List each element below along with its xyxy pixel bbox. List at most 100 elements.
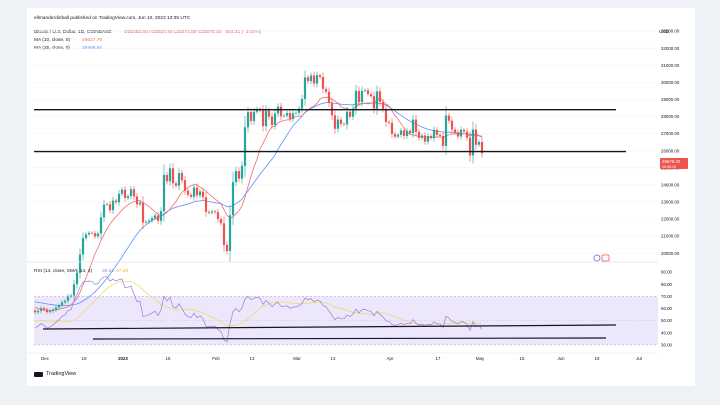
candle-body bbox=[165, 174, 169, 182]
candle-body bbox=[264, 110, 268, 127]
price-tick-label: 31000.00 bbox=[661, 63, 680, 68]
candle-body bbox=[120, 189, 124, 194]
time-tick-label: Feb bbox=[212, 356, 220, 361]
candle-body bbox=[336, 119, 340, 129]
time-tick-label: May bbox=[476, 356, 485, 361]
brand-name: TradingView bbox=[46, 371, 77, 377]
time-tick-label: 17 bbox=[436, 356, 441, 361]
candle-body bbox=[144, 221, 148, 223]
candle-body bbox=[36, 310, 40, 313]
candle-body bbox=[132, 189, 136, 197]
candle-body bbox=[228, 215, 232, 252]
candle-body bbox=[375, 91, 379, 109]
rsi-trendline-upper[interactable] bbox=[42, 324, 617, 330]
candle-body bbox=[297, 108, 301, 113]
candle-body bbox=[342, 123, 346, 125]
time-axis[interactable]: Dec 19 2023 16 Feb 13 Mar 13 Apr 17 May 15 Jun 19 Jul bbox=[27, 352, 658, 361]
rsi-tick-label: 80.00 bbox=[661, 282, 673, 287]
candle-body bbox=[474, 129, 478, 145]
candle-body bbox=[222, 223, 226, 245]
price-tick-label: 32000.00 bbox=[661, 46, 680, 51]
candle-body bbox=[393, 133, 397, 137]
candle-body bbox=[147, 220, 151, 222]
price-tick-label: 21000.00 bbox=[661, 234, 680, 239]
rsi-axis[interactable]: 90.00 80.00 70.00 60.00 50.00 40.00 30.00 bbox=[661, 270, 673, 348]
candle-body bbox=[201, 191, 205, 198]
candle-body bbox=[159, 211, 163, 221]
candle-body bbox=[75, 272, 79, 285]
price-axis[interactable]: 33000.00 32000.00 31000.00 30000.00 29000.00… bbox=[661, 29, 680, 256]
time-tick-label: 15 bbox=[520, 356, 525, 361]
candle-body bbox=[348, 111, 352, 117]
candle-body bbox=[102, 204, 106, 218]
chart-canvas[interactable]: ellmanderdinball published on TradingVie… bbox=[27, 8, 695, 386]
price-tick-label: 27000.00 bbox=[661, 131, 680, 136]
candle-body bbox=[444, 115, 448, 146]
candle-body bbox=[249, 112, 253, 122]
candle-body bbox=[135, 196, 139, 205]
rsi-band bbox=[34, 296, 658, 346]
candle-body bbox=[99, 217, 103, 234]
rsi-ma-value: 47.26 bbox=[116, 268, 128, 274]
candle-body bbox=[180, 173, 184, 181]
candle-body bbox=[171, 168, 175, 184]
candle-body bbox=[177, 173, 181, 186]
chart-card: ellmanderdinball published on TradingVie… bbox=[27, 8, 695, 386]
rsi-tick-label: 90.00 bbox=[661, 270, 673, 275]
candle-body bbox=[267, 110, 271, 117]
candle-body bbox=[117, 193, 121, 203]
last-price-countdown: 10:46:19 bbox=[662, 165, 676, 169]
rsi-trendline-lower[interactable] bbox=[92, 337, 607, 340]
tradingview-brand[interactable]: TradingView bbox=[34, 371, 76, 377]
time-tick-label: Mar bbox=[293, 356, 301, 361]
support-resistance-lines[interactable] bbox=[34, 109, 626, 340]
candle-body bbox=[432, 129, 436, 139]
candle-body bbox=[390, 122, 394, 134]
candle-body bbox=[273, 113, 277, 126]
candle-body bbox=[306, 77, 310, 82]
candle-body bbox=[399, 130, 403, 135]
candle-body bbox=[321, 76, 325, 89]
candle-body bbox=[174, 183, 178, 186]
candle-body bbox=[60, 302, 64, 306]
time-tick-label: 16 bbox=[166, 356, 171, 361]
candle-body bbox=[81, 238, 85, 255]
candle-body bbox=[315, 75, 319, 84]
candle-body bbox=[339, 119, 343, 124]
ma25-line bbox=[34, 102, 483, 306]
candle-body bbox=[90, 232, 94, 234]
candle-body bbox=[231, 182, 235, 216]
candle-body bbox=[384, 109, 388, 122]
time-tick-label: Jun bbox=[557, 356, 565, 361]
candle-body bbox=[333, 115, 337, 129]
candle-body bbox=[213, 211, 217, 213]
last-price-badge bbox=[660, 158, 688, 169]
candle-body bbox=[105, 204, 109, 205]
event-marker-icon[interactable] bbox=[593, 254, 601, 262]
rsi-tick-label: 60.00 bbox=[661, 306, 673, 311]
candle-body bbox=[417, 131, 421, 138]
candle-body bbox=[186, 190, 190, 195]
candle-body bbox=[48, 311, 52, 313]
candle-body bbox=[153, 215, 157, 219]
currency-label: USD bbox=[659, 29, 670, 35]
candle-body bbox=[426, 135, 430, 142]
candle-body bbox=[240, 165, 244, 179]
candle-body bbox=[288, 112, 292, 119]
rsi-lines bbox=[34, 276, 483, 343]
candle-body bbox=[156, 215, 160, 221]
candle-body bbox=[96, 233, 100, 237]
candle-body bbox=[300, 98, 304, 109]
candle-body bbox=[447, 115, 451, 121]
ma10-value: 26627.78 bbox=[82, 37, 102, 43]
candle-body bbox=[477, 141, 481, 145]
candle-body bbox=[84, 234, 88, 239]
ma10-label: MA (10, close, 0) bbox=[34, 37, 70, 43]
earnings-marker-icon[interactable] bbox=[601, 254, 610, 262]
candle-body bbox=[51, 309, 55, 312]
candle-body bbox=[372, 96, 376, 109]
rsi-ma-line bbox=[34, 280, 483, 327]
candle-body bbox=[387, 121, 391, 123]
time-tick-label: 13 bbox=[250, 356, 255, 361]
candle-body bbox=[378, 91, 382, 103]
